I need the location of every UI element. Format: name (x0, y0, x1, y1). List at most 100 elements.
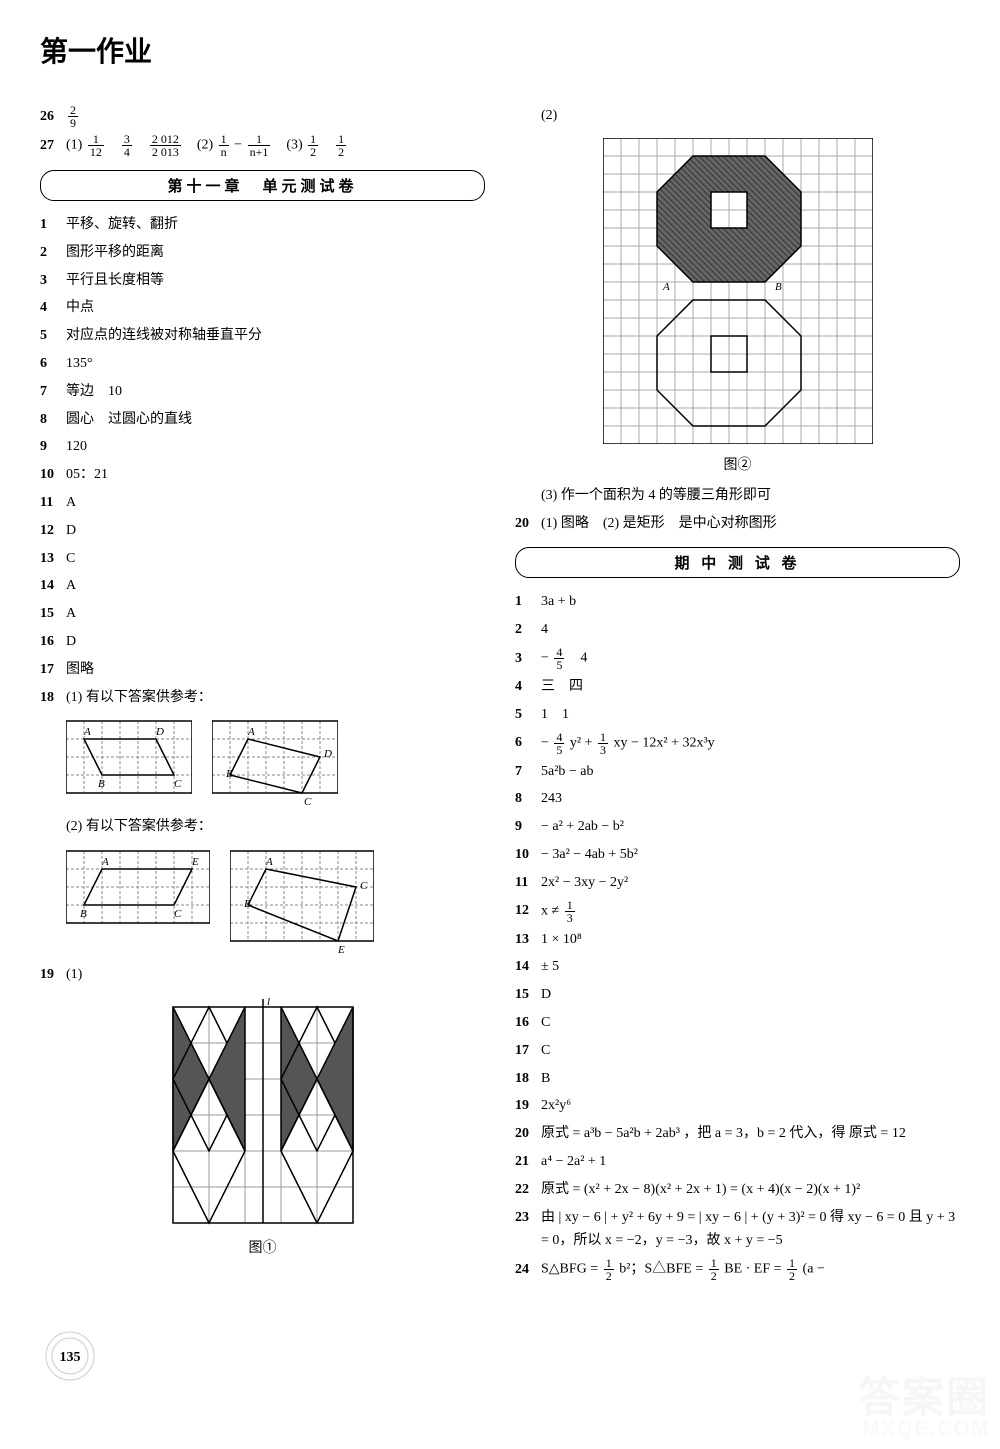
question-number: 9 (515, 815, 541, 839)
question-number: 13 (515, 928, 541, 952)
answer-text: x ≠ 13 (541, 899, 960, 924)
question-number: 2 (515, 618, 541, 642)
question-number: 16 (40, 630, 66, 654)
answer-text: C (66, 547, 485, 571)
answer-row: 16D (40, 630, 485, 654)
answer-row: 17图略 (40, 658, 485, 682)
answer-row: 13C (40, 547, 485, 571)
minus-sign: − (234, 138, 242, 153)
answer-text: 4 (541, 618, 960, 642)
answer-row: 1平移、旋转、翻折 (40, 213, 485, 237)
answer-row: 2图形平移的距离 (40, 241, 485, 265)
question-number: 9 (40, 435, 66, 459)
grid-figure: ABCE (230, 847, 374, 955)
answer-row: 27 (1) 112 34 2 0122 013 (2) 1n − 1n+1 (… (40, 133, 485, 158)
question-number: 2 (40, 241, 66, 265)
svg-text:A: A (662, 281, 670, 293)
answer-row: 12x ≠ 13 (515, 899, 960, 924)
svg-text:C: C (304, 796, 312, 807)
question-number: 10 (515, 843, 541, 867)
svg-text:C: C (360, 880, 368, 892)
answer-row: (3) 作一个面积为 4 的等腰三角形即可 (541, 484, 960, 508)
question-number: 15 (40, 602, 66, 626)
question-number: 26 (40, 105, 66, 129)
question-number: 15 (515, 983, 541, 1007)
answer-text: 三 四 (541, 675, 960, 699)
answer-text: 5a²b − ab (541, 760, 960, 784)
question-number: 8 (515, 787, 541, 811)
answer-text: − 3a² − 4ab + 5b² (541, 843, 960, 867)
part-label: (1) (66, 138, 82, 153)
answer-text: 原式 = a³b − 5a²b + 2ab³ ，把 a = 3，b = 2 代入… (541, 1122, 960, 1146)
answer-row: 5对应点的连线被对称轴垂直平分 (40, 324, 485, 348)
fraction: 1n (219, 133, 229, 158)
answer-row: 3平行且长度相等 (40, 269, 485, 293)
answer-row: 6135° (40, 352, 485, 376)
question-number: 17 (40, 658, 66, 682)
question-number: 7 (515, 760, 541, 784)
answer-row: 14A (40, 574, 485, 598)
svg-text:D: D (323, 748, 332, 760)
question-number: 20 (515, 512, 541, 536)
grid-figure: AB (603, 138, 873, 444)
answer-text: − 45 4 (541, 646, 960, 671)
watermark-line: 答案圈 (858, 1377, 990, 1419)
answer-row: 11A (40, 491, 485, 515)
question-number: 3 (515, 647, 541, 671)
right-column: (2) AB 图② (3) 作一个面积为 4 的等腰三角形即可 20 (1) 图… (515, 100, 960, 1286)
answer-text: (1) 112 34 2 0122 013 (2) 1n − 1n+1 (3) … (66, 133, 485, 158)
answer-row: 22原式 = (x² + 2x − 8)(x² + 2x + 1) = (x +… (515, 1178, 960, 1202)
fraction: 12 (336, 133, 346, 158)
answer-row: 17C (515, 1039, 960, 1063)
answer-text: 中点 (66, 296, 485, 320)
fraction: 112 (88, 133, 104, 158)
section-header: 期 中 测 试 卷 (515, 547, 960, 578)
answer-row: 15A (40, 602, 485, 626)
question-number: 16 (515, 1011, 541, 1035)
answer-row: 21a⁴ − 2a² + 1 (515, 1150, 960, 1174)
answer-text: 29 (66, 104, 485, 129)
svg-text:B: B (226, 768, 233, 780)
answer-row: 24S△BFG = 12 b²；S△BFE = 12 BE · EF = 12 … (515, 1257, 960, 1282)
answer-row: 9120 (40, 435, 485, 459)
question-number: 10 (40, 463, 66, 487)
answer-text: 1 1 (541, 703, 960, 727)
answer-row: 20 (1) 图略 (2) 是矩形 是中心对称图形 (515, 512, 960, 536)
grid-figure: ADBC (66, 717, 192, 807)
figure-pair: ADBC ABCD (66, 717, 485, 807)
answer-row: 18B (515, 1067, 960, 1091)
question-number: 3 (40, 269, 66, 293)
question-number: 24 (515, 1258, 541, 1282)
answer-text: A (66, 602, 485, 626)
svg-text:B: B (244, 898, 251, 910)
question-number: 4 (40, 296, 66, 320)
question-number: 27 (40, 134, 66, 158)
fraction: 29 (68, 104, 78, 129)
answer-row: 112x² − 3xy − 2y² (515, 871, 960, 895)
question-number: 1 (40, 213, 66, 237)
answer-text: (1) 图略 (2) 是矩形 是中心对称图形 (541, 512, 960, 536)
question-number: 22 (515, 1178, 541, 1202)
answer-row: 7等边 10 (40, 380, 485, 404)
svg-text:C: C (174, 908, 182, 920)
question-number: 12 (515, 899, 541, 923)
answer-row: 16C (515, 1011, 960, 1035)
answer-row: (2) 有以下答案供参考： (66, 815, 485, 839)
answer-text: 原式 = (x² + 2x − 8)(x² + 2x + 1) = (x + 4… (541, 1178, 960, 1202)
question-number: 17 (515, 1039, 541, 1063)
watermark: 答案圈 MXQE.COM (858, 1377, 990, 1439)
question-number: 5 (515, 703, 541, 727)
figure-caption: 图① (40, 1237, 485, 1257)
answer-text: C (541, 1011, 960, 1035)
question-number: 13 (40, 547, 66, 571)
answer-text: (1) 有以下答案供参考： (66, 686, 485, 710)
answer-text: (2) 有以下答案供参考： (66, 815, 485, 839)
answer-list: 13a + b243− 45 44三 四51 16− 45 y² + 13 xy… (515, 590, 960, 1282)
answer-text: 135° (66, 352, 485, 376)
answer-row: 3− 45 4 (515, 646, 960, 671)
answer-row: 131 × 10⁸ (515, 928, 960, 952)
answer-text: D (66, 630, 485, 654)
svg-text:D: D (155, 726, 164, 738)
question-number: 6 (40, 352, 66, 376)
answer-row: 8243 (515, 787, 960, 811)
